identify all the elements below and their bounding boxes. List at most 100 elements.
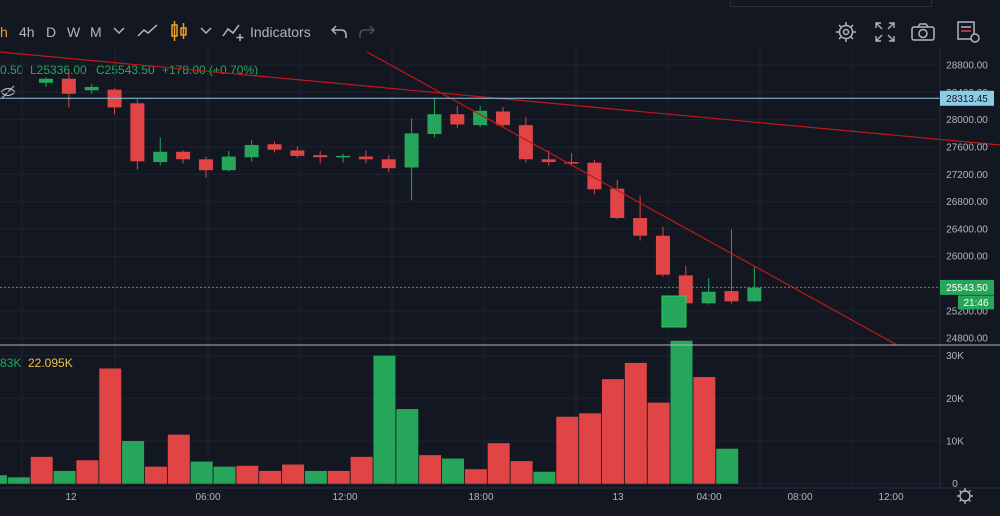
interval-1d[interactable]: D [46,24,57,40]
volume-bar-12 [259,470,282,484]
volume-bar-7 [144,466,167,484]
interval-1w[interactable]: W [67,24,81,40]
time-tick-4: 13 [612,492,624,503]
time-tick-0: 12 [65,492,77,503]
volume-bars [0,340,739,484]
candle-14 [358,150,373,164]
candle-4 [130,99,145,170]
volume-bar-15 [327,470,350,484]
time-axis-settings-icon[interactable] [957,488,973,504]
svg-text:21:46: 21:46 [963,298,988,309]
candle-15 [381,155,396,173]
time-tick-5: 04:00 [696,492,721,503]
camera-icon[interactable] [911,22,935,42]
chevron-down-icon[interactable] [113,27,125,35]
price-tick-5: 26800.00 [946,197,988,208]
candle-31 [747,267,762,302]
candles [39,71,762,305]
candle-13 [336,153,351,163]
volume-bar-28 [624,362,647,484]
price-tick-3: 27600.00 [946,143,988,154]
candlestick-icon[interactable] [170,20,188,42]
volume-bar-11 [236,465,259,484]
last-price-label: 25543.50 21:46 [940,279,994,310]
candle-23 [564,153,579,165]
candle-9 [244,140,259,162]
candle-5 [153,137,168,166]
interval-1h[interactable]: h [0,24,8,40]
candle-2 [84,84,99,94]
candle-30 [724,229,739,304]
time-tick-6: 08:00 [787,492,812,503]
candle-6 [176,150,191,164]
candle-18 [450,106,465,128]
volume-bar-32 [716,448,739,484]
indicators-icon[interactable] [222,22,246,42]
volume-bar-18 [396,409,419,484]
candle-19 [473,106,488,128]
chart-toolbar: h 4h D W M Indicators [0,0,1000,48]
volume-bar-3 [53,470,76,484]
candle-25 [610,179,625,220]
candle-1 [61,71,76,108]
volume-bar-1 [7,477,30,484]
volume-legend-prefix: 83K [0,356,22,370]
volume-bar-20 [442,458,464,484]
undo-icon[interactable] [330,24,348,40]
candle-17 [427,97,442,138]
trendline-lower[interactable] [366,51,898,346]
volume-bar-9 [190,461,213,484]
volume-bar-8 [167,434,190,484]
price-tick-8: 25200.00 [946,306,988,317]
price-tick-7: 26000.00 [946,252,988,263]
gear-icon[interactable] [835,21,857,43]
volume-bar-6 [122,441,145,484]
volume-bar-16 [350,456,373,484]
indicators-button[interactable]: Indicators [250,24,311,40]
candle-7 [198,156,213,178]
volume-bar-10 [213,466,236,484]
volume-bar-25 [556,416,579,484]
volume-tick-3: 0 [952,479,958,490]
legend-close: C25543.50 [96,63,155,77]
interval-1m[interactable]: M [90,24,102,40]
line-chart-icon[interactable] [137,22,159,40]
volume-tick-1: 20K [946,394,964,405]
layout-icon[interactable] [957,21,981,43]
candle-26 [633,195,648,241]
redo-icon[interactable] [358,24,376,40]
candle-27 [655,226,670,277]
volume-bar-13 [282,464,305,484]
volume-bar-17 [373,355,396,484]
volume-tick-2: 10K [946,437,964,448]
candle-11 [290,146,305,158]
time-axis[interactable]: 12 06:00 12:00 18:00 13 04:00 08:00 12:00 [65,492,904,503]
candle-3 [107,88,122,115]
svg-text:25543.50: 25543.50 [946,283,988,294]
horizontal-line-label: 28313.45 [940,90,994,106]
time-tick-1: 06:00 [195,492,220,503]
volume-bar-31 [693,377,716,484]
highlight-box [661,295,687,328]
fullscreen-icon[interactable] [875,22,895,42]
time-tick-7: 12:00 [878,492,903,503]
volume-bar-23 [510,461,533,484]
interval-4h[interactable]: 4h [19,24,35,40]
time-tick-2: 12:00 [332,492,357,503]
price-tick-2: 28000.00 [946,115,988,126]
candle-16 [404,118,419,201]
price-tick-9: 24800.00 [946,334,988,345]
volume-bar-2 [30,456,53,484]
top-panel-edge [730,0,932,7]
volume-tick-0: 30K [946,351,964,362]
time-tick-3: 18:00 [468,492,493,503]
volume-legend-value: 22.095K [28,356,73,370]
candle-29 [701,278,716,305]
candle-0 [39,77,53,87]
volume-axis[interactable]: 30K 20K 10K 0 [946,351,964,490]
volume-bar-21 [464,469,487,484]
chevron-down-icon[interactable] [200,27,212,35]
volume-bar-14 [304,470,327,484]
legend-partial-value: 0.50 [0,63,24,77]
